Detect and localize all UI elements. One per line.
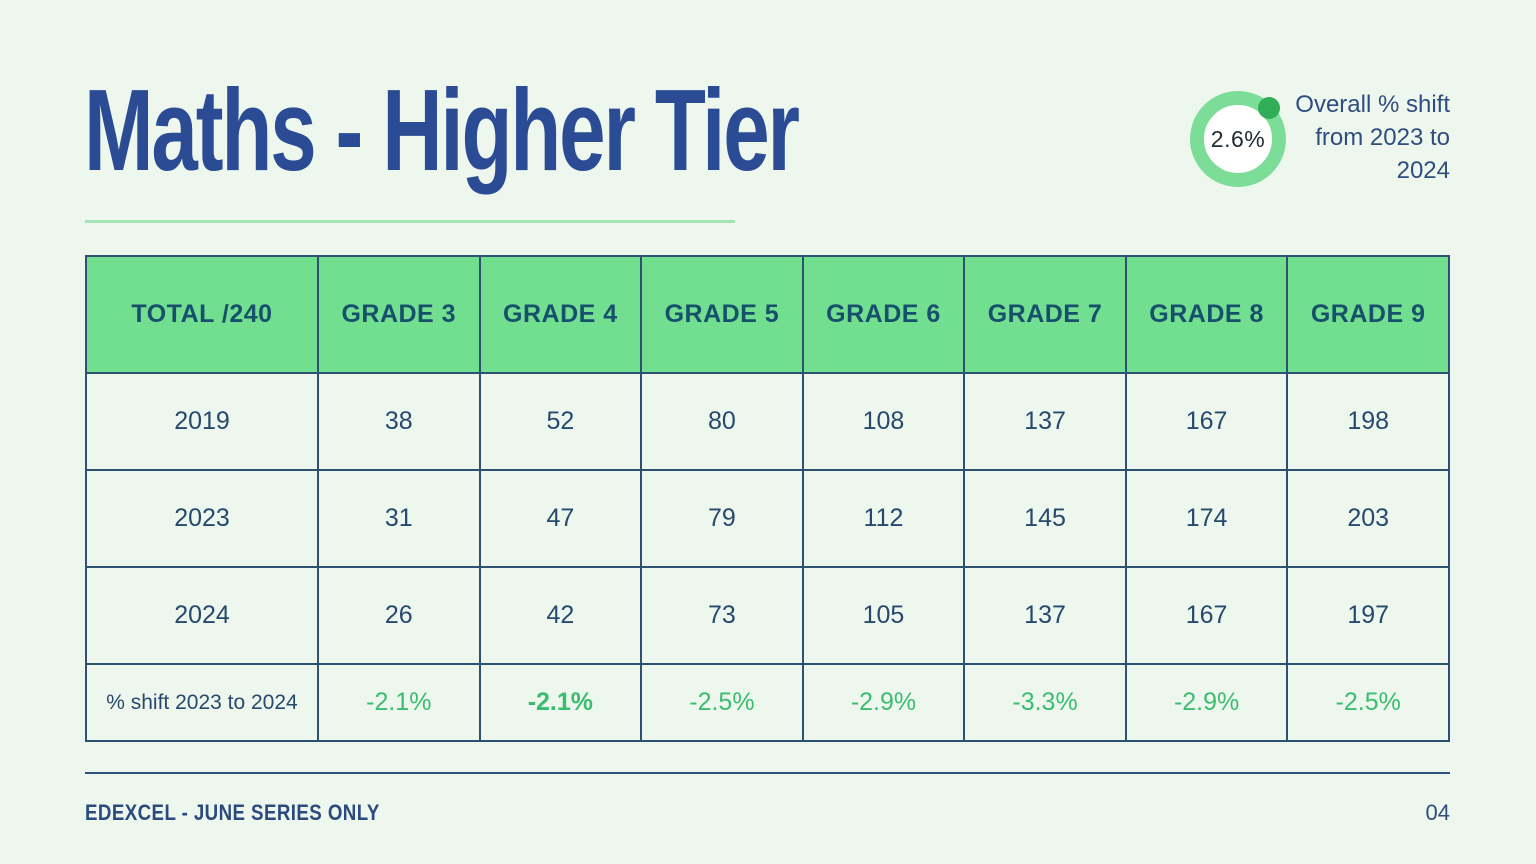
row-label: 2024 (85, 566, 319, 665)
table-row: % shift 2023 to 2024 -2.1% -2.1% -2.5% -2.9%… (85, 663, 1450, 742)
pct-shift-cell: -2.5% (1286, 663, 1450, 742)
boundary-value-cell: 79 (640, 469, 804, 568)
boundary-value-cell: 197 (1286, 566, 1450, 665)
boundary-value-cell: 105 (801, 566, 966, 665)
pct-shift-cell: -2.9% (801, 663, 966, 742)
table-row: 2019 38 52 80 108 137 167 198 (85, 372, 1450, 471)
row-label: 2019 (85, 372, 319, 471)
table-body: 2019 38 52 80 108 137 167 198 2023 31 47 79 112 145 17… (85, 372, 1450, 742)
donut-progress-dot-icon (1258, 97, 1280, 119)
row-label: 2023 (85, 469, 319, 568)
pct-shift-cell: -2.5% (640, 663, 804, 742)
boundary-value-cell: 108 (801, 372, 966, 471)
pct-shift-cell: -2.9% (1124, 663, 1289, 742)
row-label: % shift 2023 to 2024 (85, 663, 319, 742)
table-header-row: TOTAL /240 GRADE 3 GRADE 4 GRADE 5 GRADE 6 GR… (85, 255, 1450, 374)
footer-divider (85, 772, 1450, 774)
boundary-value-cell: 167 (1124, 372, 1289, 471)
table-header: TOTAL /240 GRADE 3 GRADE 4 GRADE 5 GRADE 6 GR… (85, 255, 1450, 374)
boundary-value-cell: 26 (317, 566, 481, 665)
grade-boundaries-table: TOTAL /240 GRADE 3 GRADE 4 GRADE 5 GRADE 6 GR… (85, 255, 1450, 742)
boundary-value-cell: 47 (478, 469, 643, 568)
boundary-value-cell: 52 (478, 372, 643, 471)
header-cell: GRADE 9 (1286, 255, 1450, 374)
donut-caption: Overall % shift from 2023 to 2024 (1295, 91, 1450, 184)
boundary-value-cell: 137 (963, 566, 1127, 665)
header-cell: GRADE 8 (1124, 255, 1289, 374)
header-cell: GRADE 7 (963, 255, 1127, 374)
donut-value: 2.6% (1210, 125, 1266, 152)
table-row: 2024 26 42 73 105 137 167 197 (85, 566, 1450, 665)
boundary-value-cell: 167 (1124, 566, 1289, 665)
table-row: 2023 31 47 79 112 145 174 203 (85, 469, 1450, 568)
grade-table: TOTAL /240 GRADE 3 GRADE 4 GRADE 5 GRADE 6 GR… (85, 255, 1450, 742)
page-number: 04 (1425, 800, 1450, 825)
header-cell: TOTAL /240 (85, 255, 319, 374)
boundary-value-cell: 145 (963, 469, 1127, 568)
boundary-value-cell: 198 (1286, 372, 1450, 471)
boundary-value-cell: 38 (317, 372, 481, 471)
boundary-value-cell: 112 (801, 469, 966, 568)
page-title: Maths - Higher Tier (84, 65, 800, 195)
boundary-value-cell: 31 (317, 469, 481, 568)
header-cell: GRADE 6 (801, 255, 966, 374)
header-cell: GRADE 5 (640, 255, 804, 374)
footer-text: EDEXCEL - JUNE SERIES ONLY (85, 800, 380, 825)
boundary-value-cell: 73 (640, 566, 804, 665)
pct-shift-cell: -2.1% (317, 663, 481, 742)
title-underline (85, 220, 735, 223)
boundary-value-cell: 203 (1286, 469, 1450, 568)
boundary-value-cell: 42 (478, 566, 643, 665)
boundary-value-cell: 80 (640, 372, 804, 471)
boundary-value-cell: 137 (963, 372, 1127, 471)
boundary-value-cell: 174 (1124, 469, 1289, 568)
pct-shift-cell: -2.1% (478, 663, 643, 742)
pct-shift-cell: -3.3% (963, 663, 1127, 742)
header-cell: GRADE 4 (478, 255, 643, 374)
header-cell: GRADE 3 (317, 255, 481, 374)
donut-chart: 2.6% (1190, 91, 1286, 187)
